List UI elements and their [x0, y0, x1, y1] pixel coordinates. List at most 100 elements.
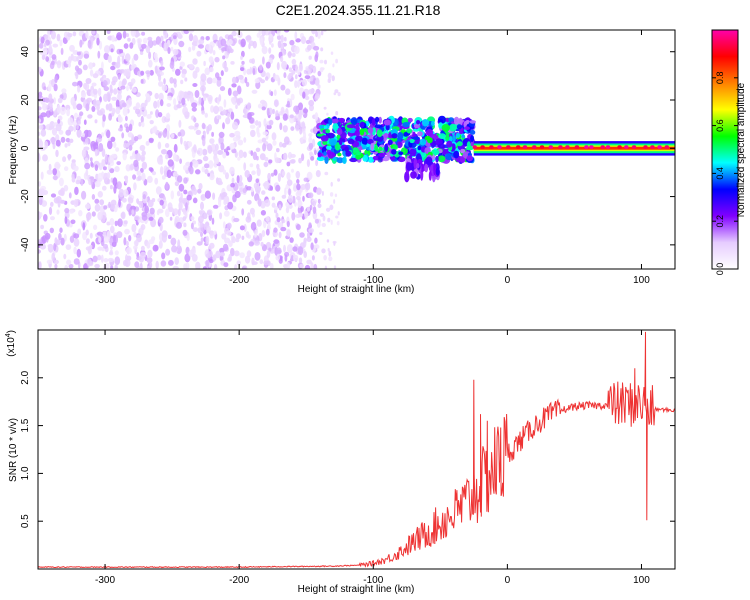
heatmap-cell	[458, 117, 463, 126]
heatmap-cell	[469, 120, 477, 124]
heatmap-cell	[154, 92, 159, 100]
heatmap-cell	[255, 147, 261, 152]
heatmap-cell	[223, 200, 227, 206]
heatmap-cell	[242, 151, 247, 158]
heatmap-cell	[146, 114, 152, 119]
heatmap-cell	[86, 258, 92, 267]
heatmap-cell	[231, 236, 236, 244]
heatmap-cell	[167, 234, 172, 239]
heatmap-cell	[274, 99, 279, 108]
heatmap-cell	[264, 199, 271, 207]
heatmap-cell	[81, 190, 87, 200]
heatmap-cell	[188, 125, 195, 130]
heatmap-cell	[308, 88, 315, 95]
heatmap-cell	[147, 199, 154, 208]
heatmap-cell	[243, 223, 247, 232]
heatmap-cell	[63, 184, 69, 192]
heatmap-cell	[320, 47, 324, 52]
heatmap-cell	[286, 220, 290, 228]
heatmap-cell	[327, 72, 332, 79]
snr-plot-area	[38, 331, 675, 569]
heatmap-cell	[239, 78, 246, 84]
heatmap-cell	[183, 164, 188, 171]
heatmap-cell	[349, 157, 358, 163]
heatmap-cell	[506, 145, 511, 149]
heatmap-cell	[53, 83, 58, 92]
heatmap-cell	[328, 250, 332, 257]
heatmap-cell	[260, 79, 265, 84]
heatmap-cell	[376, 129, 383, 138]
heatmap-cell	[65, 137, 71, 143]
heatmap-cell	[308, 136, 313, 144]
heatmap-cell	[291, 211, 296, 221]
heatmap-cell	[125, 115, 128, 122]
heatmap-cell	[320, 213, 325, 217]
heatmap-cell	[133, 231, 137, 238]
heatmap-cell	[73, 238, 80, 247]
heatmap-cell	[283, 72, 287, 79]
heatmap-cell	[103, 93, 109, 103]
heatmap-cell	[308, 55, 312, 60]
heatmap-cell	[321, 248, 326, 254]
heatmap-cell	[204, 67, 211, 76]
heatmap-cell	[200, 194, 206, 201]
heatmap-cell	[122, 30, 127, 39]
heatmap-cell	[346, 124, 356, 129]
heatmap-cell	[141, 214, 148, 221]
heatmap-cell	[140, 245, 145, 251]
heatmap-cell	[308, 99, 315, 107]
heatmap-cell	[170, 190, 175, 200]
heatmap-cell	[248, 241, 254, 247]
heatmap-cell	[38, 153, 41, 162]
heatmap-cell	[121, 102, 127, 108]
heatmap-cell	[64, 216, 68, 225]
heatmap-cell	[192, 35, 198, 44]
heatmap-cell	[50, 137, 56, 143]
heatmap-cell	[288, 67, 293, 72]
heatmap-cell	[90, 176, 94, 186]
heatmap-cell	[252, 67, 256, 76]
heatmap-cell	[139, 51, 144, 55]
heatmap-cell	[294, 64, 298, 73]
heatmap-cell	[230, 111, 235, 120]
heatmap-cell	[208, 258, 214, 264]
heatmap-cell	[85, 238, 90, 244]
heatmap-cell	[52, 43, 59, 48]
heatmap-cell	[141, 150, 146, 156]
heatmap-cell	[124, 258, 131, 268]
heatmap-cell	[337, 92, 341, 97]
heatmap-cell	[188, 165, 192, 172]
heatmap-cell	[246, 186, 252, 191]
heatmap-cell	[158, 92, 164, 102]
heatmap-cell	[239, 174, 243, 183]
colorbar-tick-label: 0.0	[715, 263, 725, 276]
heatmap-cell	[243, 106, 247, 115]
heatmap-cell	[308, 192, 314, 199]
heatmap-cell	[282, 152, 288, 161]
snr-frame	[37, 329, 676, 570]
snr-scale-base: (x10	[6, 337, 17, 357]
heatmap-cell	[205, 253, 211, 259]
heatmap-cell	[88, 62, 94, 70]
heatmap-cell	[59, 39, 63, 47]
snr-ytick-label: 1.5	[20, 418, 31, 432]
heatmap-cell	[95, 100, 101, 106]
heatmap-cell	[92, 73, 99, 79]
heatmap-cell	[311, 30, 316, 35]
heatmap-cell	[104, 153, 108, 163]
heatmap-cell	[103, 52, 110, 61]
heatmap-cell	[378, 152, 386, 157]
heatmap-cell	[378, 116, 383, 124]
heatmap-cell	[335, 215, 339, 219]
heatmap-cell	[87, 129, 92, 138]
heatmap-cell	[187, 90, 191, 96]
heatmap-cell	[222, 169, 227, 175]
heatmap-cell	[407, 117, 413, 123]
heatmap-cell	[178, 183, 185, 192]
heatmap-cell	[299, 232, 305, 238]
snr-ytick-label: 1.0	[20, 466, 31, 480]
heatmap-cell	[85, 103, 90, 112]
heatmap-cell	[176, 190, 181, 197]
heatmap-cell	[247, 102, 251, 111]
heatmap-cell	[254, 120, 260, 126]
